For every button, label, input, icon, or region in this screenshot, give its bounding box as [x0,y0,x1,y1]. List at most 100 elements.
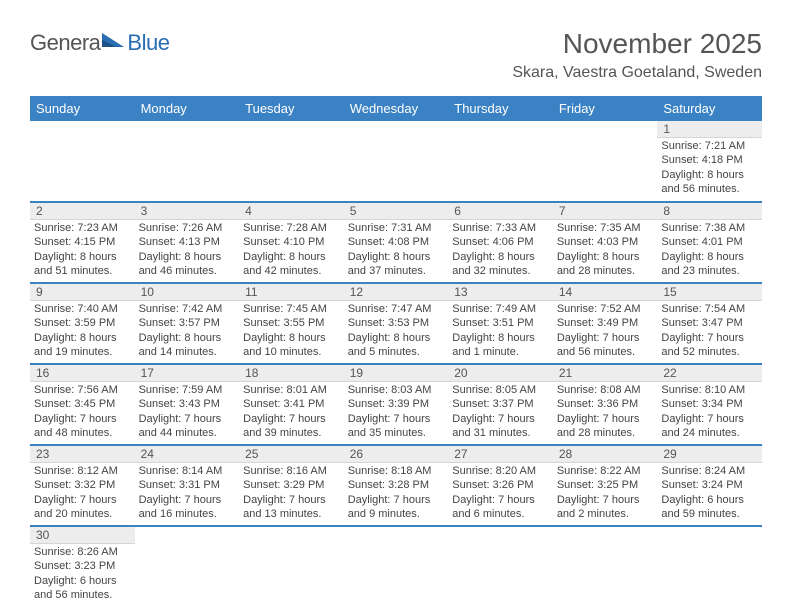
sunrise-text: Sunrise: 7:40 AM [34,302,131,316]
sunset-text: Sunset: 4:15 PM [34,235,131,249]
sunrise-text: Sunrise: 8:26 AM [34,545,131,559]
day-number: 27 [448,446,553,463]
sunset-text: Sunset: 4:10 PM [243,235,340,249]
sunset-text: Sunset: 3:41 PM [243,397,340,411]
day-info: Sunrise: 8:18 AMSunset: 3:28 PMDaylight:… [344,463,449,523]
daylight-text: Daylight: 8 hours and 28 minutes. [557,250,654,279]
sunset-text: Sunset: 3:37 PM [452,397,549,411]
calendar-week-row: 2Sunrise: 7:23 AMSunset: 4:15 PMDaylight… [30,202,762,282]
sunrise-text: Sunrise: 7:31 AM [348,221,445,235]
day-number: 5 [344,203,449,220]
sunrise-text: Sunrise: 8:03 AM [348,383,445,397]
daylight-text: Daylight: 8 hours and 5 minutes. [348,331,445,360]
day-number: 7 [553,203,658,220]
daylight-text: Daylight: 7 hours and 31 minutes. [452,412,549,441]
day-info: Sunrise: 8:24 AMSunset: 3:24 PMDaylight:… [657,463,762,523]
daylight-text: Daylight: 6 hours and 56 minutes. [34,574,131,603]
daylight-text: Daylight: 7 hours and 20 minutes. [34,493,131,522]
daylight-text: Daylight: 7 hours and 48 minutes. [34,412,131,441]
sunset-text: Sunset: 3:36 PM [557,397,654,411]
sunset-text: Sunset: 4:18 PM [661,153,758,167]
sunrise-text: Sunrise: 7:38 AM [661,221,758,235]
sunset-text: Sunset: 3:47 PM [661,316,758,330]
calendar-table: Sunday Monday Tuesday Wednesday Thursday… [30,96,762,606]
day-number: 2 [30,203,135,220]
weekday-header: Friday [553,96,658,121]
calendar-cell: 9Sunrise: 7:40 AMSunset: 3:59 PMDaylight… [30,283,135,363]
daylight-text: Daylight: 8 hours and 56 minutes. [661,168,758,197]
calendar-cell [135,121,240,201]
daylight-text: Daylight: 8 hours and 51 minutes. [34,250,131,279]
sunrise-text: Sunrise: 8:20 AM [452,464,549,478]
day-number: 15 [657,284,762,301]
weekday-header: Sunday [30,96,135,121]
weekday-header: Wednesday [344,96,449,121]
sunrise-text: Sunrise: 7:26 AM [139,221,236,235]
weekday-header: Monday [135,96,240,121]
location-label: Skara, Vaestra Goetaland, Sweden [30,64,762,82]
calendar-cell: 28Sunrise: 8:22 AMSunset: 3:25 PMDayligh… [553,445,658,525]
daylight-text: Daylight: 7 hours and 9 minutes. [348,493,445,522]
sunrise-text: Sunrise: 7:21 AM [661,139,758,153]
sunrise-text: Sunrise: 8:01 AM [243,383,340,397]
day-number: 17 [135,365,240,382]
calendar-cell: 1Sunrise: 7:21 AMSunset: 4:18 PMDaylight… [657,121,762,201]
logo-flag-icon [102,31,126,56]
daylight-text: Daylight: 7 hours and 28 minutes. [557,412,654,441]
day-info: Sunrise: 8:08 AMSunset: 3:36 PMDaylight:… [553,382,658,442]
calendar-cell: 29Sunrise: 8:24 AMSunset: 3:24 PMDayligh… [657,445,762,525]
calendar-cell: 15Sunrise: 7:54 AMSunset: 3:47 PMDayligh… [657,283,762,363]
calendar-cell: 5Sunrise: 7:31 AMSunset: 4:08 PMDaylight… [344,202,449,282]
daylight-text: Daylight: 8 hours and 32 minutes. [452,250,549,279]
sunset-text: Sunset: 3:23 PM [34,559,131,573]
calendar-cell: 20Sunrise: 8:05 AMSunset: 3:37 PMDayligh… [448,364,553,444]
weekday-header: Saturday [657,96,762,121]
day-info: Sunrise: 7:23 AMSunset: 4:15 PMDaylight:… [30,220,135,280]
calendar-week-row: 9Sunrise: 7:40 AMSunset: 3:59 PMDaylight… [30,283,762,363]
daylight-text: Daylight: 7 hours and 56 minutes. [557,331,654,360]
day-info: Sunrise: 7:45 AMSunset: 3:55 PMDaylight:… [239,301,344,361]
logo: Genera Blue [30,30,169,56]
day-info: Sunrise: 8:14 AMSunset: 3:31 PMDaylight:… [135,463,240,523]
daylight-text: Daylight: 7 hours and 16 minutes. [139,493,236,522]
sunset-text: Sunset: 3:59 PM [34,316,131,330]
day-info: Sunrise: 8:10 AMSunset: 3:34 PMDaylight:… [657,382,762,442]
sunset-text: Sunset: 3:28 PM [348,478,445,492]
day-info: Sunrise: 7:26 AMSunset: 4:13 PMDaylight:… [135,220,240,280]
logo-text-blue: Blue [127,30,169,56]
day-info: Sunrise: 7:52 AMSunset: 3:49 PMDaylight:… [553,301,658,361]
calendar-cell: 3Sunrise: 7:26 AMSunset: 4:13 PMDaylight… [135,202,240,282]
sunset-text: Sunset: 4:01 PM [661,235,758,249]
calendar-cell: 12Sunrise: 7:47 AMSunset: 3:53 PMDayligh… [344,283,449,363]
calendar-cell: 13Sunrise: 7:49 AMSunset: 3:51 PMDayligh… [448,283,553,363]
day-number: 22 [657,365,762,382]
day-info: Sunrise: 7:38 AMSunset: 4:01 PMDaylight:… [657,220,762,280]
day-number: 25 [239,446,344,463]
daylight-text: Daylight: 6 hours and 59 minutes. [661,493,758,522]
day-info: Sunrise: 7:31 AMSunset: 4:08 PMDaylight:… [344,220,449,280]
daylight-text: Daylight: 8 hours and 23 minutes. [661,250,758,279]
logo-text-general: Genera [30,30,100,56]
calendar-cell: 22Sunrise: 8:10 AMSunset: 3:34 PMDayligh… [657,364,762,444]
daylight-text: Daylight: 7 hours and 13 minutes. [243,493,340,522]
day-info: Sunrise: 7:33 AMSunset: 4:06 PMDaylight:… [448,220,553,280]
calendar-cell [657,526,762,606]
calendar-week-row: 16Sunrise: 7:56 AMSunset: 3:45 PMDayligh… [30,364,762,444]
calendar-cell [239,526,344,606]
daylight-text: Daylight: 7 hours and 52 minutes. [661,331,758,360]
calendar-cell: 14Sunrise: 7:52 AMSunset: 3:49 PMDayligh… [553,283,658,363]
day-number: 21 [553,365,658,382]
calendar-cell [553,121,658,201]
day-info: Sunrise: 8:05 AMSunset: 3:37 PMDaylight:… [448,382,553,442]
day-number: 24 [135,446,240,463]
day-number: 10 [135,284,240,301]
daylight-text: Daylight: 8 hours and 19 minutes. [34,331,131,360]
sunrise-text: Sunrise: 7:33 AM [452,221,549,235]
calendar-cell: 17Sunrise: 7:59 AMSunset: 3:43 PMDayligh… [135,364,240,444]
daylight-text: Daylight: 8 hours and 10 minutes. [243,331,340,360]
day-number: 30 [30,527,135,544]
calendar-body: 1Sunrise: 7:21 AMSunset: 4:18 PMDaylight… [30,121,762,606]
day-number: 29 [657,446,762,463]
day-number: 4 [239,203,344,220]
sunrise-text: Sunrise: 7:35 AM [557,221,654,235]
